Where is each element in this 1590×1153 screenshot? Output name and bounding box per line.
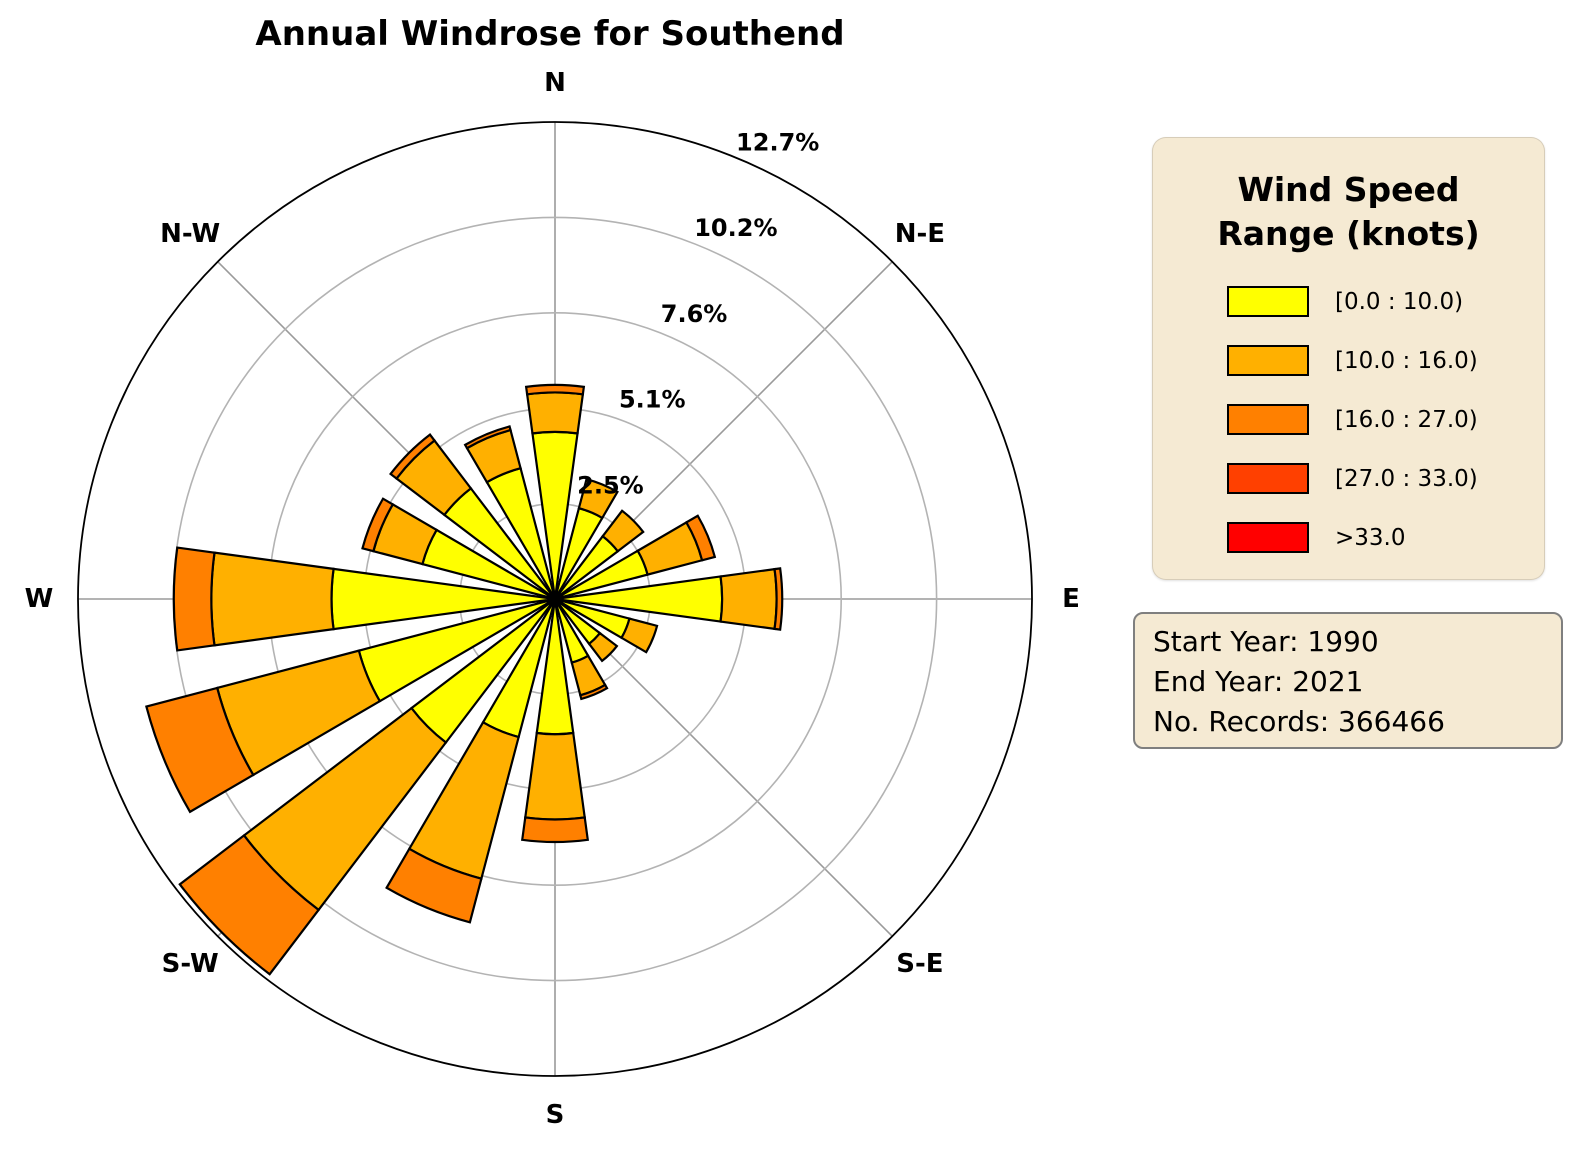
bar-segment — [385, 847, 483, 924]
legend-color-swatch — [1227, 345, 1309, 377]
ring-tick-label: 5.1% — [619, 386, 686, 414]
windrose-bar-ese — [554, 597, 659, 654]
bar-segment — [587, 631, 619, 663]
compass-label-nw: N-W — [160, 219, 220, 249]
compass-labels: N N-E E S-E S S-W W N-W — [25, 68, 1080, 1130]
legend-item-label: [10.0 : 16.0) — [1335, 347, 1478, 374]
legend-color-swatch — [1227, 286, 1309, 318]
legend-item: >33.0 — [1227, 522, 1544, 554]
figure-title: Annual Windrose for Southend — [255, 14, 845, 54]
bar-segment — [577, 477, 619, 520]
bar-segment — [210, 551, 335, 647]
ring-tick-label: 10.2% — [694, 214, 777, 242]
bar-segment — [520, 816, 590, 844]
info-start-year: Start Year: 1990 — [1153, 625, 1379, 658]
legend-item-label: >33.0 — [1335, 524, 1406, 551]
legend-item: [16.0 : 27.0) — [1227, 404, 1544, 436]
windrose-bar-nne — [553, 477, 619, 600]
ring-tick-label: 7.6% — [661, 300, 728, 328]
windrose-bar-wnw — [361, 497, 556, 601]
bar-segment — [172, 546, 216, 652]
info-num-records: No. Records: 366466 — [1153, 705, 1445, 738]
compass-label-s: S — [546, 1100, 565, 1130]
windrose-bar-se — [554, 598, 619, 663]
legend-item-label: [16.0 : 27.0) — [1335, 406, 1478, 433]
ring-tick-labels: 2.5% 5.1% 7.6% 10.2% 12.7% — [577, 128, 819, 499]
ring-tick-label: 2.5% — [577, 471, 644, 499]
windrose-bar-ene — [554, 514, 717, 601]
windrose-bar-s — [520, 598, 590, 844]
outer-ring — [77, 121, 1033, 1077]
bar-segment — [578, 683, 609, 701]
bar-segment — [463, 425, 512, 450]
legend-color-swatch — [1227, 463, 1309, 495]
legend-item: [10.0 : 16.0) — [1227, 345, 1544, 377]
legend-item-label: [0.0 : 10.0) — [1335, 288, 1464, 315]
bar-segment — [524, 731, 586, 821]
bar-segment — [145, 686, 255, 814]
compass-label-n: N — [544, 68, 566, 98]
bar-segment — [178, 833, 321, 976]
bar-segment — [719, 567, 778, 631]
bar-segment — [389, 433, 437, 481]
bar-segment — [773, 567, 784, 631]
compass-label-e: E — [1062, 584, 1080, 614]
legend-item: [0.0 : 10.0) — [1227, 286, 1544, 318]
legend-item-label: [27.0 : 33.0) — [1335, 465, 1478, 492]
legend-item: [27.0 : 33.0) — [1227, 463, 1544, 495]
spoke-line — [554, 598, 893, 937]
windrose-bar-w — [172, 546, 556, 652]
bar-segment — [330, 567, 556, 631]
bar-segment — [361, 497, 395, 553]
windrose-bar-wsw — [145, 597, 556, 814]
windrose-bar-e — [554, 567, 784, 631]
windrose-bar-sse — [553, 598, 609, 701]
windrose-bar-sw — [178, 598, 556, 976]
bar-segment — [684, 514, 717, 562]
info-end-year: End Year: 2021 — [1153, 665, 1364, 698]
legend-color-swatch — [1227, 404, 1309, 436]
legend-title: Wind Speed Range (knots) — [1217, 170, 1480, 253]
windrose-bars — [145, 383, 784, 976]
legend-items: [0.0 : 10.0) [10.0 : 16.0) [16.0 : 27.0) [2… — [1153, 286, 1544, 554]
compass-label-ne: N-E — [895, 219, 945, 249]
compass-label-sw: S-W — [162, 949, 219, 979]
windrose-bar-n — [524, 383, 586, 600]
bar-segment — [601, 509, 645, 553]
compass-label-w: W — [25, 584, 54, 614]
windrose-bar-ne — [554, 509, 645, 600]
compass-label-se: S-E — [896, 949, 943, 979]
bar-segment — [524, 383, 586, 396]
bar-segment — [525, 391, 585, 435]
legend-color-swatch — [1227, 522, 1309, 554]
windrose-bar-nw — [389, 433, 556, 600]
ring-tick-label: 12.7% — [736, 128, 819, 156]
bar-segment — [620, 617, 659, 654]
record-info-box: Start Year: 1990 End Year: 2021 No. Reco… — [1133, 612, 1563, 749]
windrose-bar-ssw — [385, 598, 557, 924]
windrose-bar-nnw — [463, 425, 557, 600]
wind-speed-legend: Wind Speed Range (knots) [0.0 : 10.0) [10… — [1152, 137, 1545, 580]
